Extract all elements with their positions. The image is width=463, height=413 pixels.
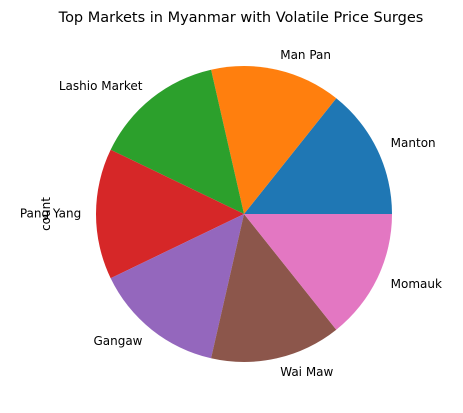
pie-slice-manton	[244, 98, 392, 214]
pie-slice-lashio-market	[110, 69, 244, 215]
pie-slice-momauk	[244, 214, 392, 330]
pie-label-pang-yang: Pang Yang	[20, 207, 81, 221]
pie-slice-man-pan	[211, 66, 337, 214]
pie-label-man-pan: Man Pan	[280, 48, 331, 62]
pie-slice-gangaw	[110, 214, 244, 359]
pie-labels: Manton Man Pan Lashio Market Pang Yang Ganga…	[20, 48, 442, 379]
pie-label-manton: Manton	[391, 136, 436, 150]
pie-slice-wai-maw	[211, 214, 337, 362]
pie-label-wai-maw: Wai Maw	[280, 365, 333, 379]
pie-label-momauk: Momauk	[391, 277, 442, 291]
pie-slice-pang-yang	[96, 149, 244, 279]
chart-title: Top Markets in Myanmar with Volatile Pri…	[58, 10, 424, 26]
pie-slices	[96, 66, 392, 362]
pie-label-gangaw: Gangaw	[93, 334, 142, 348]
pie-label-lashio-market: Lashio Market	[59, 79, 143, 93]
y-axis-label: count	[39, 197, 53, 231]
